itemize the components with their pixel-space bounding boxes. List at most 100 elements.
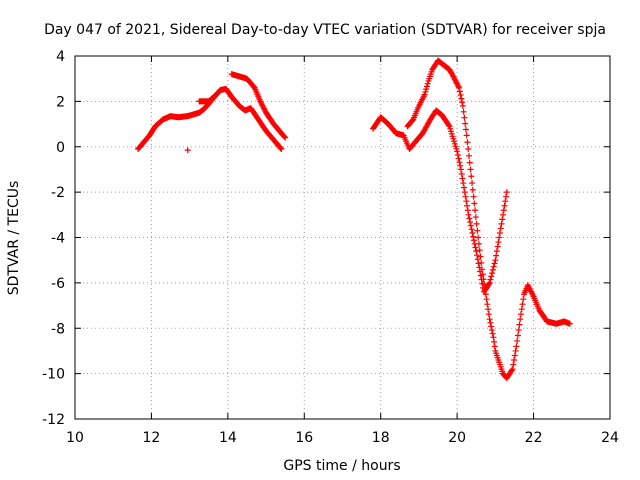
y-tick-label: -2 — [51, 185, 65, 201]
x-tick-label: 18 — [372, 430, 390, 446]
data-point — [466, 159, 473, 166]
data-point — [472, 244, 479, 251]
data-point — [465, 146, 472, 153]
data-point — [517, 311, 524, 318]
data-point — [489, 266, 496, 273]
data-point — [497, 225, 504, 232]
data-point — [460, 108, 467, 115]
data-point — [422, 88, 429, 95]
data-point — [486, 316, 493, 323]
data-point — [445, 122, 452, 129]
y-tick-label: -12 — [42, 412, 65, 428]
data-point — [457, 162, 464, 169]
x-tick-label: 24 — [601, 430, 619, 446]
y-tick-label: -6 — [51, 276, 65, 292]
data-point — [478, 259, 485, 266]
data-point — [469, 186, 476, 193]
data-point — [488, 327, 495, 334]
data-point — [514, 332, 521, 339]
data-point — [520, 296, 527, 303]
data-point — [510, 361, 517, 368]
data-point — [462, 126, 469, 133]
chart-title: Day 047 of 2021, Sidereal Day-to-day VTE… — [44, 22, 606, 38]
data-point — [473, 248, 480, 255]
data-point — [424, 80, 431, 87]
data-point — [489, 270, 496, 277]
series-track-e — [370, 107, 510, 295]
y-tick-label: 0 — [56, 140, 65, 156]
data-point — [485, 311, 492, 318]
data-point — [459, 99, 466, 106]
data-point — [467, 222, 474, 229]
data-marks — [135, 57, 573, 382]
data-point — [489, 330, 496, 337]
data-point — [486, 279, 493, 286]
y-tick-label: -10 — [42, 367, 65, 383]
data-point — [456, 84, 463, 91]
data-point — [488, 323, 495, 330]
data-point — [492, 257, 499, 264]
data-point — [472, 207, 479, 214]
data-point — [459, 102, 466, 109]
y-tick-label: -8 — [51, 321, 65, 337]
data-point — [480, 276, 487, 283]
data-point — [421, 91, 428, 98]
data-point — [477, 253, 484, 260]
data-point — [475, 234, 482, 241]
data-point — [213, 91, 220, 98]
data-point — [460, 180, 467, 187]
data-point — [496, 229, 503, 236]
data-point — [466, 215, 473, 222]
data-point — [511, 352, 518, 359]
data-point — [509, 366, 516, 373]
y-tick-label: 4 — [56, 49, 65, 65]
x-axis-label: GPS time / hours — [283, 458, 400, 474]
data-point — [503, 189, 510, 196]
data-point — [500, 211, 506, 218]
data-point — [458, 95, 465, 102]
data-point — [467, 219, 474, 226]
data-point — [566, 320, 573, 327]
plot-border — [74, 55, 611, 420]
data-point — [487, 319, 494, 326]
data-point — [470, 193, 477, 200]
data-point — [423, 83, 430, 90]
data-point — [493, 248, 500, 255]
y-tick-label: 2 — [56, 94, 65, 110]
data-point — [498, 220, 505, 227]
data-point — [457, 92, 464, 99]
data-point — [476, 247, 483, 254]
data-point — [512, 347, 519, 354]
data-point — [471, 200, 478, 207]
data-point — [501, 202, 508, 209]
data-point — [482, 286, 489, 293]
data-point — [516, 321, 523, 328]
data-point — [481, 281, 488, 288]
data-point — [457, 166, 464, 173]
data-point — [484, 301, 491, 308]
data-point — [490, 334, 497, 341]
data-point — [281, 133, 288, 140]
data-point — [491, 260, 498, 267]
data-point — [515, 327, 522, 334]
data-point — [487, 276, 494, 283]
x-tick-label: 22 — [525, 430, 543, 446]
y-tick-label: -4 — [51, 231, 65, 247]
data-point — [472, 214, 479, 221]
data-point — [468, 173, 475, 180]
data-point — [464, 207, 471, 214]
data-point — [514, 337, 521, 344]
y-axis-label: SDTVAR / TECUs — [6, 181, 22, 296]
data-point — [499, 216, 506, 223]
data-point — [482, 291, 489, 298]
data-point — [462, 120, 469, 127]
data-point — [491, 338, 498, 345]
data-point — [513, 343, 520, 350]
data-point — [461, 184, 468, 191]
data-point — [456, 88, 463, 95]
data-point — [488, 273, 495, 280]
data-point — [455, 155, 462, 162]
data-point — [479, 271, 486, 278]
data-point — [511, 357, 518, 364]
